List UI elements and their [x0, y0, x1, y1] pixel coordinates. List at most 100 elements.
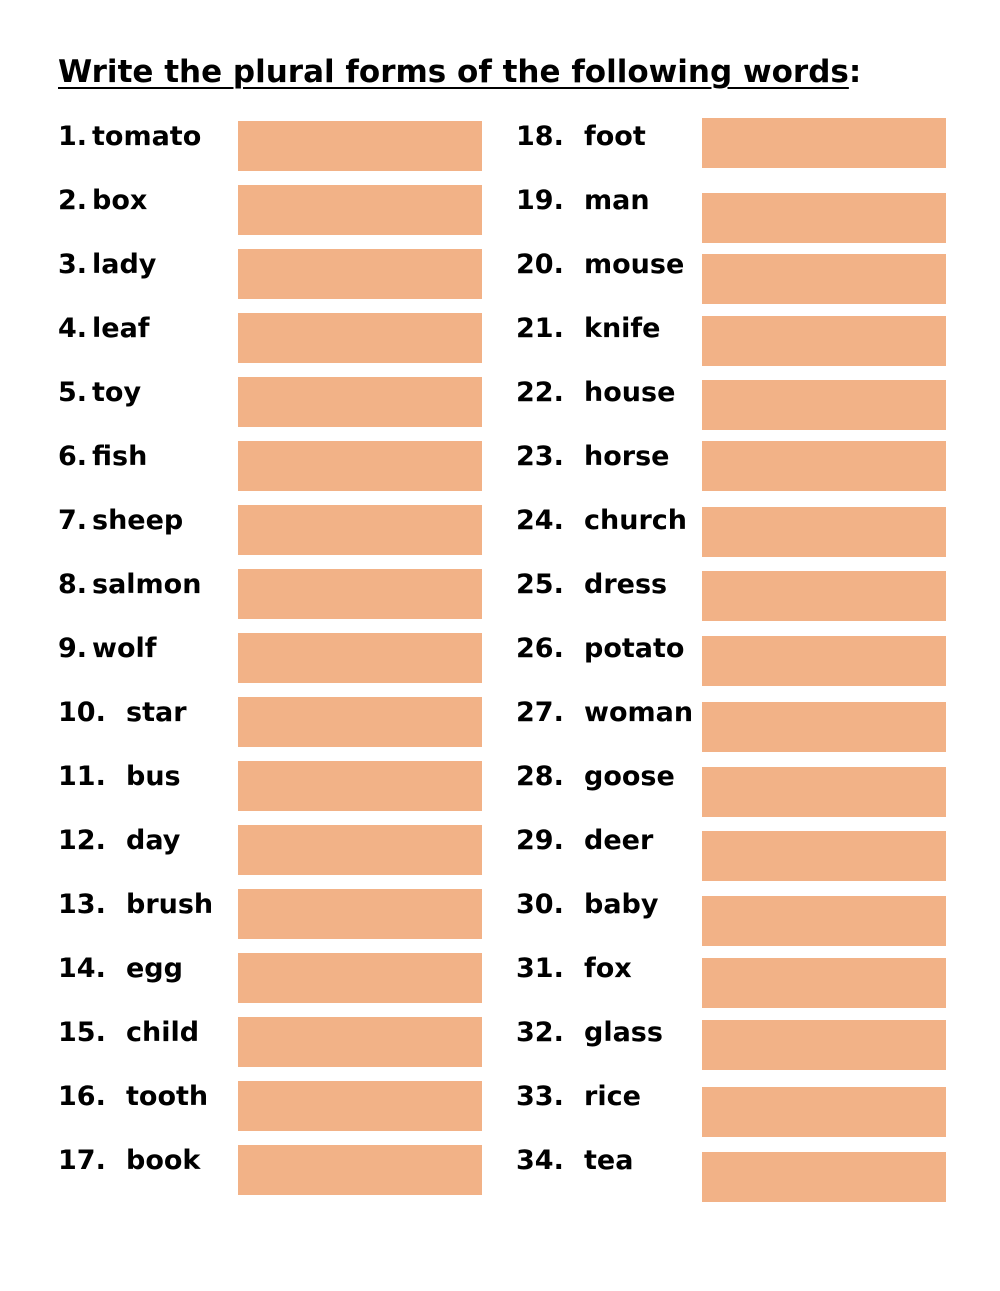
item-number: 16.	[58, 1081, 106, 1112]
item-word: tomato	[92, 121, 202, 152]
item-word: wolf	[92, 633, 157, 664]
item-number: 23.	[516, 441, 564, 472]
item-word: tea	[584, 1145, 634, 1176]
item-word: rice	[584, 1081, 641, 1112]
answer-input[interactable]	[702, 702, 946, 752]
answer-input[interactable]	[238, 121, 482, 171]
item-number: 28.	[516, 761, 564, 792]
answer-input[interactable]	[702, 1152, 946, 1202]
instruction-text: Write the plural forms of the following …	[58, 54, 849, 90]
answer-input[interactable]	[702, 896, 946, 946]
item-word: bus	[126, 761, 181, 792]
answer-input[interactable]	[238, 569, 482, 619]
answer-input[interactable]	[238, 1081, 482, 1131]
answer-input[interactable]	[702, 316, 946, 366]
item-word: foot	[584, 121, 646, 152]
item-word: lady	[92, 249, 157, 280]
item-word: book	[126, 1145, 201, 1176]
item-word: leaf	[92, 313, 150, 344]
item-number: 22.	[516, 377, 564, 408]
item-number: 13.	[58, 889, 106, 920]
item-number: 24.	[516, 505, 564, 536]
answer-input[interactable]	[702, 1087, 946, 1137]
item-word: egg	[126, 953, 183, 984]
item-number: 26.	[516, 633, 564, 664]
item-word: fox	[584, 953, 632, 984]
item-number: 18.	[516, 121, 564, 152]
answer-input[interactable]	[702, 1020, 946, 1070]
item-word: fish	[92, 441, 148, 472]
answer-input[interactable]	[702, 636, 946, 686]
item-word: brush	[126, 889, 214, 920]
answer-input[interactable]	[238, 953, 482, 1003]
answer-input[interactable]	[702, 767, 946, 817]
answer-input[interactable]	[238, 761, 482, 811]
answer-input[interactable]	[238, 185, 482, 235]
answer-input[interactable]	[238, 1017, 482, 1067]
answer-input[interactable]	[702, 571, 946, 621]
answer-input[interactable]	[238, 441, 482, 491]
item-word: box	[92, 185, 148, 216]
item-number: 12.	[58, 825, 106, 856]
answer-input[interactable]	[238, 249, 482, 299]
item-number: 1.	[58, 121, 88, 152]
worksheet-title: Write the plural forms of the following …	[58, 50, 861, 94]
item-word: church	[584, 505, 687, 536]
item-number: 34.	[516, 1145, 564, 1176]
item-word: tooth	[126, 1081, 209, 1112]
answer-input[interactable]	[702, 958, 946, 1008]
item-word: mouse	[584, 249, 685, 280]
item-word: star	[126, 697, 187, 728]
item-word: child	[126, 1017, 200, 1048]
answer-input[interactable]	[702, 118, 946, 168]
item-number: 27.	[516, 697, 564, 728]
item-number: 11.	[58, 761, 106, 792]
answer-input[interactable]	[238, 1145, 482, 1195]
answer-input[interactable]	[238, 505, 482, 555]
item-number: 10.	[58, 697, 106, 728]
answer-input[interactable]	[702, 507, 946, 557]
item-number: 32.	[516, 1017, 564, 1048]
item-word: day	[126, 825, 181, 856]
item-word: woman	[584, 697, 694, 728]
item-word: deer	[584, 825, 654, 856]
item-word: horse	[584, 441, 670, 472]
answer-input[interactable]	[238, 825, 482, 875]
answer-input[interactable]	[238, 697, 482, 747]
instruction-colon: :	[848, 54, 862, 90]
item-number: 29.	[516, 825, 564, 856]
item-word: knife	[584, 313, 661, 344]
item-number: 21.	[516, 313, 564, 344]
item-word: potato	[584, 633, 685, 664]
item-word: sheep	[92, 505, 184, 536]
item-word: man	[584, 185, 650, 216]
item-number: 15.	[58, 1017, 106, 1048]
answer-input[interactable]	[238, 889, 482, 939]
item-number: 17.	[58, 1145, 106, 1176]
item-word: house	[584, 377, 676, 408]
item-word: baby	[584, 889, 659, 920]
item-number: 20.	[516, 249, 564, 280]
answer-input[interactable]	[702, 441, 946, 491]
item-number: 4.	[58, 313, 88, 344]
item-word: goose	[584, 761, 675, 792]
item-word: glass	[584, 1017, 663, 1048]
item-number: 30.	[516, 889, 564, 920]
answer-input[interactable]	[702, 380, 946, 430]
answer-input[interactable]	[702, 193, 946, 243]
answer-input[interactable]	[238, 313, 482, 363]
answer-input[interactable]	[702, 831, 946, 881]
answer-input[interactable]	[702, 254, 946, 304]
item-number: 25.	[516, 569, 564, 600]
answer-input[interactable]	[238, 377, 482, 427]
answer-input[interactable]	[238, 633, 482, 683]
item-number: 6.	[58, 441, 88, 472]
item-number: 19.	[516, 185, 564, 216]
item-word: dress	[584, 569, 668, 600]
item-number: 8.	[58, 569, 88, 600]
item-word: salmon	[92, 569, 202, 600]
item-number: 33.	[516, 1081, 564, 1112]
item-number: 3.	[58, 249, 88, 280]
item-word: toy	[92, 377, 142, 408]
item-number: 7.	[58, 505, 88, 536]
